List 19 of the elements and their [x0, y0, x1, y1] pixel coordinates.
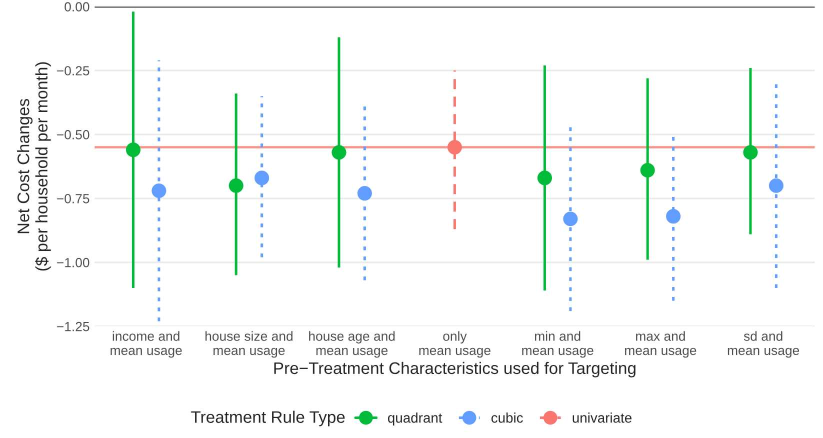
legend-title: Treatment Rule Type	[191, 410, 345, 426]
x-tick-label: min and mean usage	[522, 331, 594, 358]
y-tick-label: −0.25	[57, 66, 90, 76]
x-tick-label: house age and mean usage	[309, 331, 395, 358]
x-tick-label: income and mean usage	[110, 331, 182, 358]
y-tick-label: −1.25	[57, 322, 90, 332]
y-tick-label: −1.00	[57, 258, 90, 268]
legend-label: quadrant	[388, 412, 442, 426]
y-axis-title: Net Cost Changes ($ per household per month)	[17, 62, 51, 271]
x-tick-label: house size and mean usage	[205, 331, 292, 358]
y-tick-label: −0.75	[57, 194, 90, 204]
x-tick-label: sd and mean usage	[728, 331, 800, 358]
legend-label: cubic	[491, 412, 523, 423]
y-tick-label: −0.50	[57, 130, 90, 140]
y-tick-label: 0.00	[64, 2, 90, 12]
x-tick-label: max and mean usage	[625, 331, 696, 358]
x-tick-label: only mean usage	[419, 331, 490, 358]
legend-label: univariate	[572, 412, 632, 423]
x-axis-title: Pre−Treatment Characteristics used for Targeting	[274, 362, 636, 378]
